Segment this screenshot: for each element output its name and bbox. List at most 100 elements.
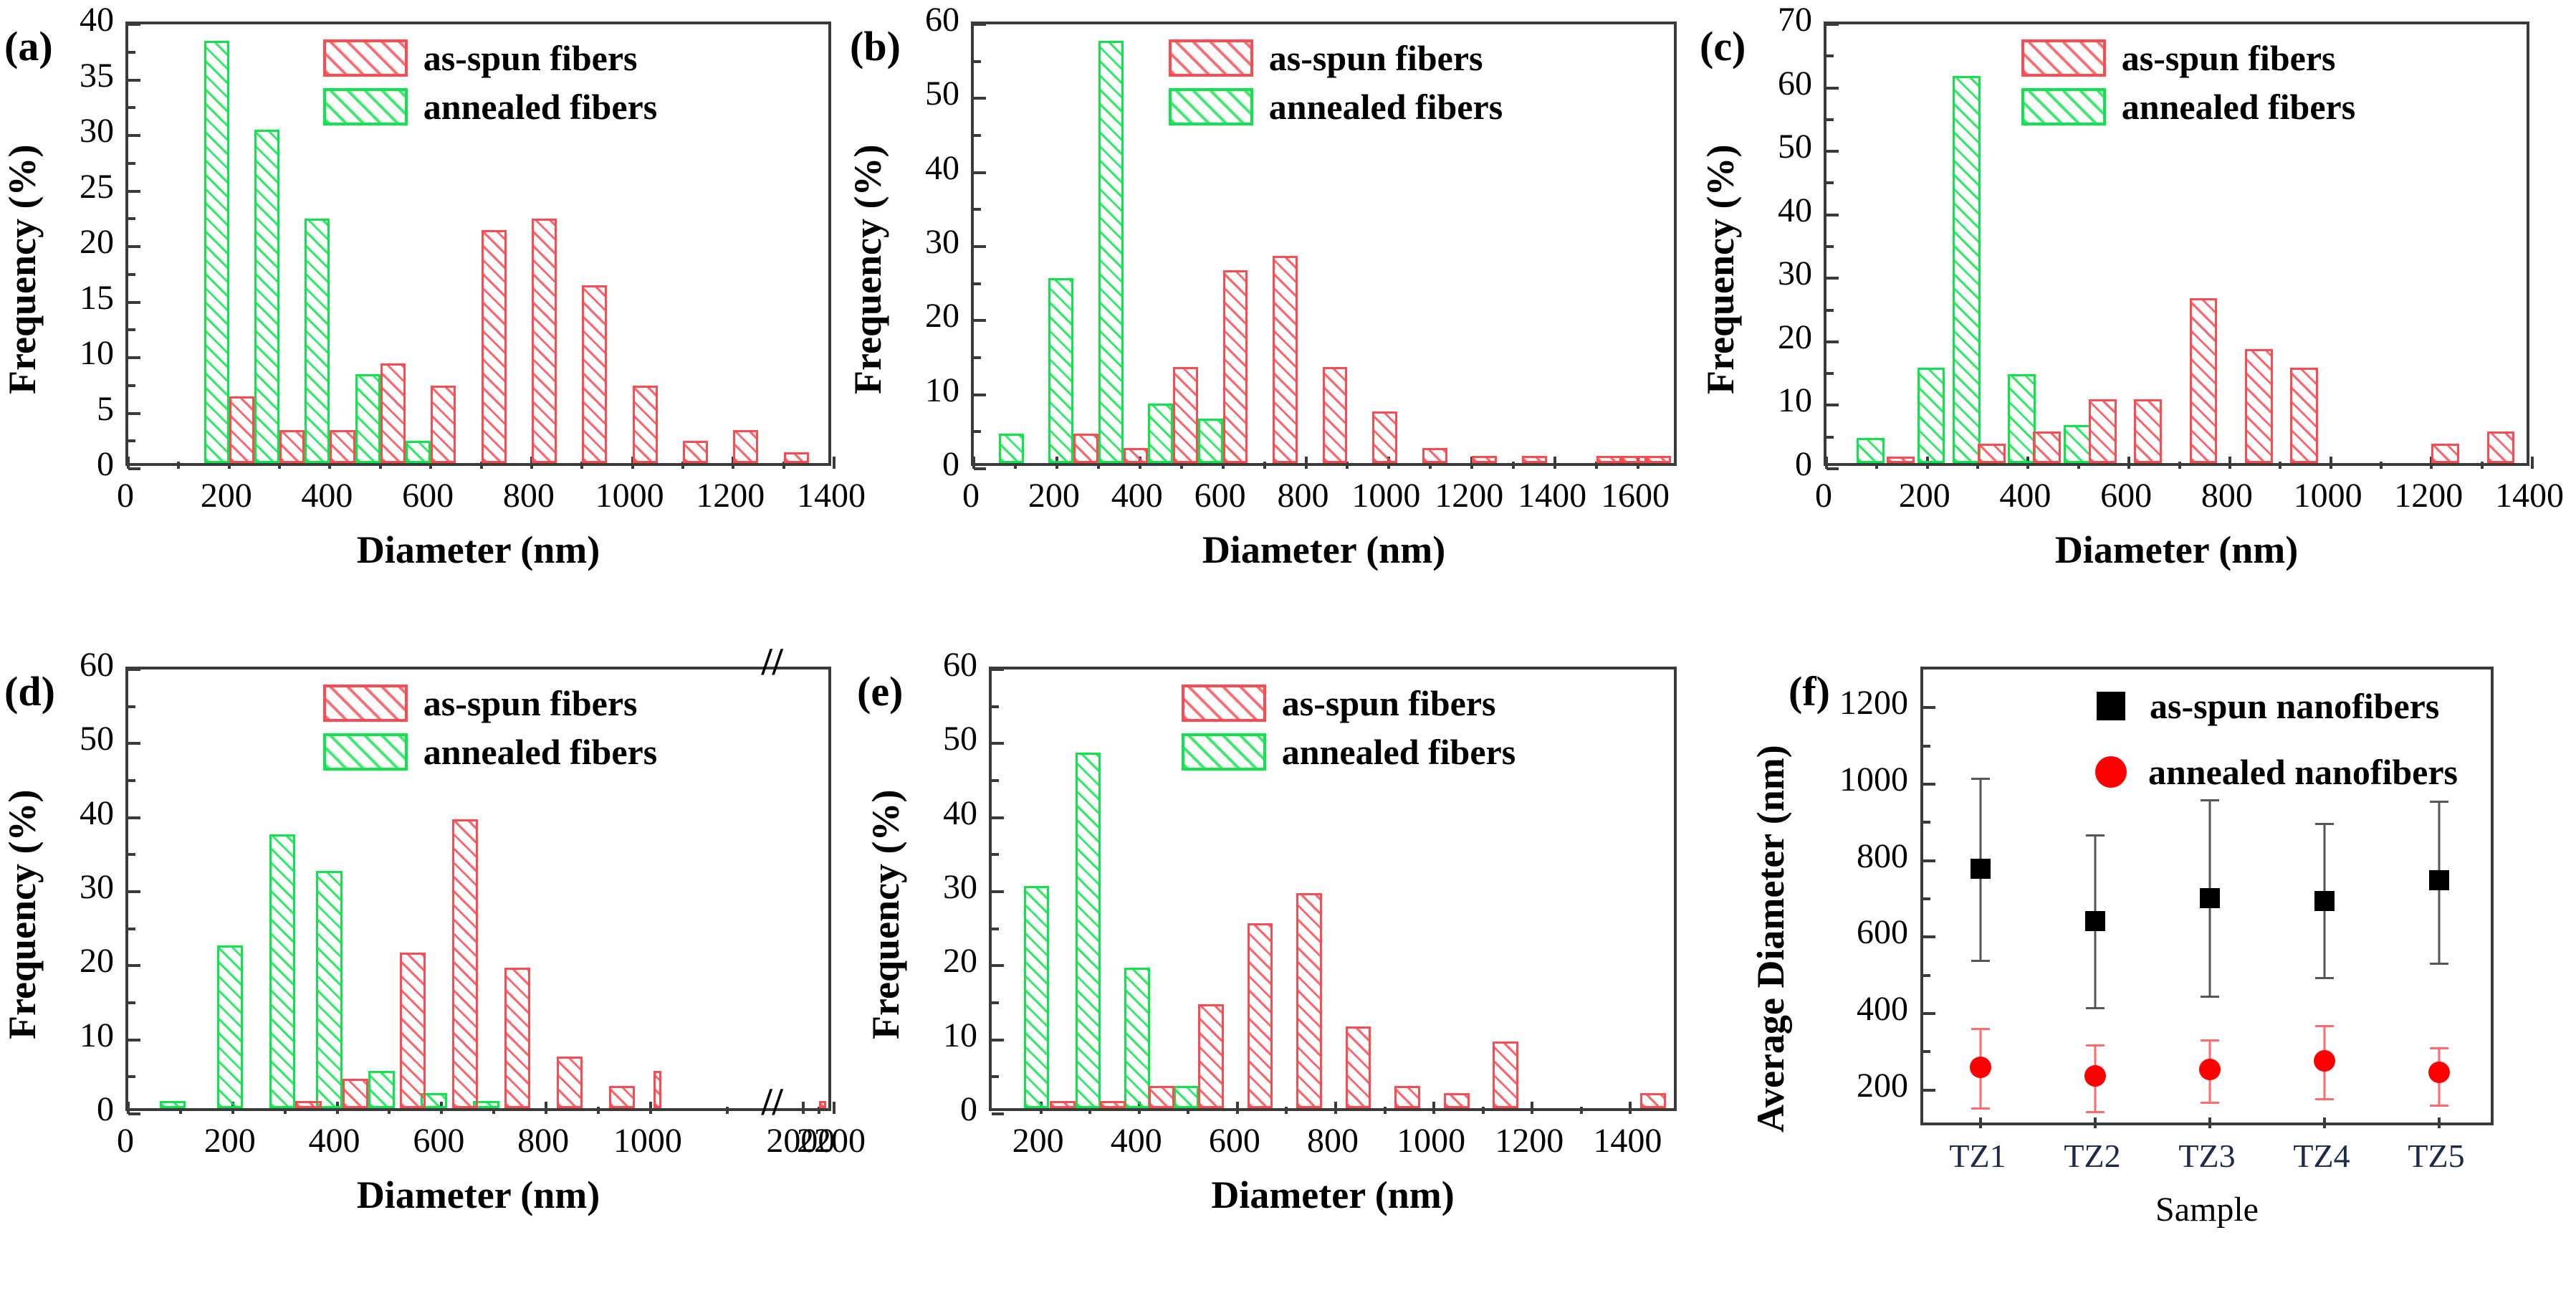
xtick-label: 1000: [2293, 477, 2362, 515]
x-axis-title: Sample: [2155, 1191, 2259, 1229]
xtick-minor: [1579, 1107, 1583, 1114]
histogram-bar: [2033, 431, 2062, 463]
legend-item-annealed: annealed fibers: [1181, 731, 1516, 773]
xtick-label: 1400: [797, 477, 866, 515]
error-bar-cap: [2201, 995, 2219, 998]
ytick-label: 40: [1778, 191, 1812, 229]
xtick-label: 1600: [1601, 477, 1670, 515]
xtick-minor: [492, 1107, 496, 1114]
y-axis-title: Frequency (%): [1, 144, 44, 394]
xtick-minor: [2077, 462, 2080, 469]
histogram-bar: [608, 1086, 636, 1108]
histogram-bar: [1173, 366, 1198, 463]
histogram-bar: [1443, 1093, 1470, 1108]
ytick-minor: [1826, 308, 1834, 312]
histogram-bar: [1273, 255, 1298, 463]
legend-label-as_spun: as-spun fibers: [423, 38, 638, 78]
histogram-bar: [504, 967, 531, 1108]
ytick-major: [128, 134, 140, 137]
ytick-major: [974, 171, 986, 174]
histogram-bar: [229, 396, 254, 463]
xtick-label: 400: [308, 1122, 360, 1160]
panel-letter-f: (f): [1789, 668, 1830, 715]
legend-label: annealed nanofibers: [2148, 752, 2458, 792]
histogram-bar: [818, 1100, 827, 1108]
xtick-minor: [1976, 462, 1980, 469]
legend-swatch-annealed: [322, 88, 408, 125]
legend: as-spun fibers annealed fibers: [1168, 37, 1503, 135]
xtick-minor: [1429, 462, 1432, 469]
xtick-major: [2094, 1117, 2097, 1128]
histogram-bar: [1048, 277, 1074, 463]
histogram-bar: [1887, 457, 1915, 463]
axis-break-mark: //: [761, 640, 783, 683]
xtick-major: [1334, 1102, 1337, 1114]
histogram-bar: [582, 285, 608, 463]
histogram-bar: [1149, 1086, 1175, 1108]
histogram-bar: [2134, 399, 2162, 463]
histogram-bar: [1247, 923, 1273, 1108]
axis-break-mark: //: [761, 1080, 783, 1123]
histogram-bar: [1372, 411, 1397, 463]
error-bar-cap: [2086, 1111, 2105, 1113]
legend-label-as_spun: as-spun fibers: [1281, 683, 1496, 723]
ytick-major: [1826, 404, 1839, 407]
legend-item-annealed: annealed fibers: [1168, 86, 1503, 128]
legend-item-as_spun: as-spun fibers: [1168, 37, 1503, 79]
xtick-minor: [1512, 462, 1516, 469]
ytick-label: 30: [80, 868, 114, 906]
xtick-label: 1000: [595, 477, 664, 515]
ytick-major: [128, 668, 140, 671]
legend-swatch-as_spun: [2021, 39, 2106, 77]
ytick-major: [1923, 1012, 1935, 1015]
legend-swatch-as_spun: [1181, 685, 1266, 722]
xtick-minor: [2279, 462, 2282, 469]
error-bar-cap: [2315, 823, 2334, 826]
xtick-label: 2000: [766, 1122, 835, 1160]
xtick-minor: [1179, 462, 1183, 469]
ytick-major: [992, 668, 1004, 671]
ytick-minor: [128, 106, 135, 110]
xtick-major: [1235, 1102, 1239, 1114]
xtick-minor: [2178, 462, 2181, 469]
xtick-major: [545, 1102, 548, 1114]
ytick-label: 15: [80, 278, 114, 317]
xtick-label-tz5: TZ5: [2408, 1138, 2465, 1174]
xtick-major: [2228, 457, 2231, 469]
ytick-minor: [974, 356, 981, 359]
xtick-label: 1200: [696, 477, 765, 515]
ytick-minor: [974, 208, 981, 211]
ytick-major: [974, 467, 986, 470]
ytick-minor: [128, 853, 135, 857]
ytick-major: [1923, 783, 1935, 786]
xtick-minor: [1285, 1107, 1288, 1114]
ytick-major: [128, 890, 140, 893]
ytick-minor: [974, 134, 981, 137]
legend-item-as-spun: as-spun nanofibers: [2069, 685, 2458, 727]
plot-area-e: [989, 667, 1677, 1115]
xtick-minor: [2379, 462, 2383, 469]
ytick-major: [1923, 935, 1935, 939]
ytick-minor: [1826, 245, 1834, 248]
xtick-label: 400: [1110, 1122, 1162, 1160]
xtick-label: 200: [1012, 1122, 1064, 1160]
histogram-bar: [1345, 1026, 1371, 1108]
histogram-bar: [733, 429, 759, 463]
ytick-major: [1826, 23, 1839, 26]
xtick-major: [802, 1102, 805, 1114]
ytick-minor: [1826, 372, 1834, 376]
histogram-bar: [2189, 297, 2218, 463]
error-bar-cap: [2430, 1047, 2448, 1050]
ytick-label: 20: [943, 942, 977, 981]
histogram-bar: [1049, 1100, 1076, 1108]
xtick-minor: [278, 462, 282, 469]
histogram-bar: [342, 1078, 369, 1108]
ytick-label: 10: [80, 1016, 114, 1054]
ytick-major: [128, 189, 140, 193]
legend-label-annealed: annealed fibers: [423, 732, 658, 772]
ytick-minor: [128, 272, 135, 276]
legend-label-as_spun: as-spun fibers: [2121, 38, 2336, 78]
legend: as-spun fibers annealed fibers: [2021, 37, 2355, 135]
xtick-minor: [479, 462, 483, 469]
